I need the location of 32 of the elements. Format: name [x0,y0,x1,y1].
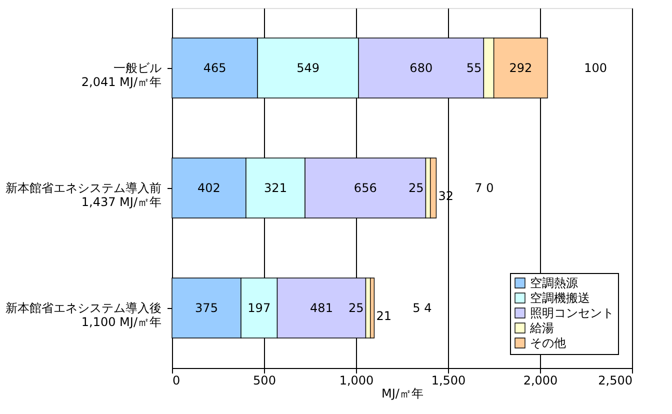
data-label: 25 [408,181,424,195]
data-label: 55 [466,61,482,75]
data-label: 197 [248,301,271,315]
y-tick-label: 新本館省エネシステム導入後 1,100 MJ/㎡年 [6,301,162,329]
legend-label: 照明コンセント [530,306,614,320]
annotation: 5 4 [412,301,432,315]
legend-label: 給湯 [529,321,554,335]
x-tick-label: 2,000 [523,374,558,388]
legend-label: 空調熱源 [530,276,578,290]
data-label: 25 [348,301,364,315]
x-tick-label: 1,500 [431,374,466,388]
data-label: 402 [198,181,220,195]
x-tick-label: 500 [253,374,276,388]
x-tick-label: 1,000 [339,374,374,388]
data-label: 21 [376,309,392,323]
y-tick-label: 一般ビル 2,041 MJ/㎡年 [81,61,162,89]
data-label: 465 [203,61,226,75]
x-tick-label: 0 [172,374,180,388]
y-tick-label: 新本館省エネシステム導入前 1,437 MJ/㎡年 [6,181,162,209]
data-label: 549 [296,61,320,75]
annotation: 7 0 [474,181,494,195]
legend-label: 空調機搬送 [530,291,590,305]
data-label: 481 [310,301,333,315]
x-tick-label: 2,500 [598,374,632,388]
data-label: 656 [354,181,377,195]
data-label: 680 [410,61,433,75]
data-label: 321 [264,181,287,195]
x-axis-title: MJ/㎡年 [382,386,424,400]
annotation: 100 [584,61,607,75]
data-label: 292 [509,61,532,75]
data-label: 375 [195,301,218,315]
legend-label: その他 [530,336,566,350]
